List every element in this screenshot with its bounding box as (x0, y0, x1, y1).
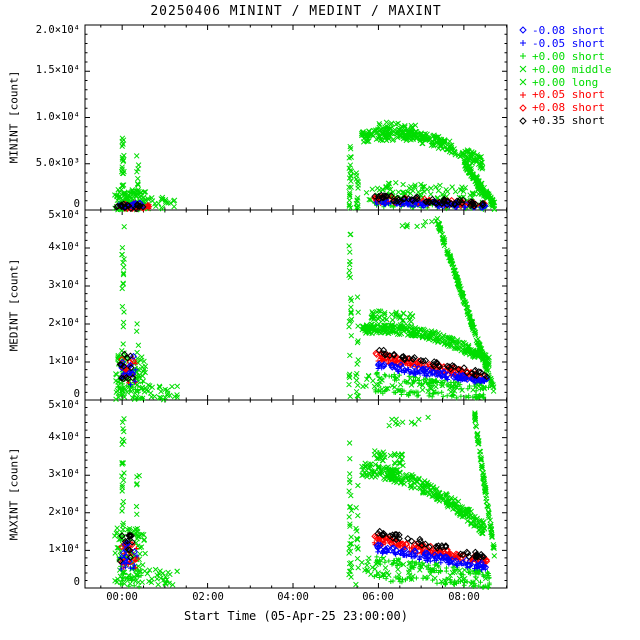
y-tick-label: 1×10⁴ (48, 543, 80, 555)
y-tick-label: 0 (73, 198, 80, 210)
scatter-cluster-diamond (113, 200, 147, 213)
axis-ticks (85, 24, 508, 589)
scatter-cluster-x (353, 170, 362, 211)
x-tick-label: 06:00 (362, 591, 394, 603)
y-tick-label: 5×10⁴ (48, 399, 80, 411)
x-tick-label: 02:00 (192, 591, 224, 603)
legend-item: -0.05 short (516, 37, 611, 50)
legend-diamond-icon (519, 26, 527, 35)
legend-plus-icon (520, 53, 526, 60)
scatter-cluster-plus (118, 553, 140, 572)
scatter-cluster-plus (375, 362, 487, 386)
legend-item: -0.08 short (516, 24, 611, 37)
x-tick-label: 08:00 (448, 591, 480, 603)
legend-item: +0.00 short (516, 50, 611, 63)
y-tick-label: 4×10⁴ (48, 431, 80, 443)
scatter-cluster-plus (375, 545, 488, 573)
scatter-cluster-diamond (374, 527, 488, 562)
scatter-cluster-x (461, 157, 498, 213)
scatter-cluster-x (368, 308, 416, 325)
scatter-cluster-x (359, 555, 489, 588)
y-tick-label: 2.0×10⁴ (35, 24, 80, 36)
x-tick-label: 04:00 (277, 591, 309, 603)
scatter-cluster-x (143, 382, 181, 403)
legend-label: +0.00 middle (532, 62, 612, 76)
scatter-cluster-diamond (375, 346, 491, 381)
scatter-cluster-x (433, 215, 497, 394)
legend-x-icon (519, 78, 527, 86)
y-axis-label-medint: MEDINT [count] (7, 258, 21, 352)
y-tick-label: 1.5×10⁴ (35, 64, 80, 76)
legend-label: -0.08 short (532, 23, 605, 37)
scatter-cluster-plus (115, 379, 145, 402)
legend-label: +0.00 short (532, 49, 605, 63)
y-tick-label: 2×10⁴ (48, 317, 80, 329)
scatter-cluster-x (144, 566, 180, 588)
scatter-cluster-diamond (116, 531, 136, 565)
panel-frame (84, 24, 508, 211)
scatter-cluster-diamond (371, 191, 487, 210)
legend-item: +0.08 short (516, 101, 611, 114)
scatter-cluster-x (373, 119, 419, 139)
legend-item: +0.05 short (516, 88, 611, 101)
y-tick-label: 2×10⁴ (48, 506, 80, 518)
legend-label: -0.05 short (532, 36, 605, 50)
scatter-cluster-x (346, 440, 355, 580)
panel-frame (84, 399, 508, 589)
scatter-cluster-x (346, 231, 355, 400)
scatter-cluster-x (371, 448, 406, 469)
y-tick-label: 3×10⁴ (48, 279, 80, 291)
y-tick-label: 1×10⁴ (48, 355, 80, 367)
legend-label: +0.00 long (532, 75, 599, 89)
y-tick-label: 4×10⁴ (48, 241, 80, 253)
chart-title: 20250406 MININT / MEDINT / MAXINT (150, 4, 442, 19)
scatter-cluster-diamond (116, 350, 137, 383)
scatter-cluster-x (471, 410, 498, 559)
legend: -0.08 short -0.05 short +0.00 short +0.00 m… (516, 24, 611, 127)
legend-label: +0.05 short (532, 88, 605, 102)
y-tick-label: 5×10⁴ (48, 209, 80, 221)
legend-item: +0.35 short (516, 114, 611, 127)
legend-diamond-icon (519, 104, 527, 112)
scatter-cluster-x (359, 321, 492, 368)
y-axis-label-maxint: MAXINT [count] (7, 447, 21, 541)
y-tick-label: 3×10⁴ (48, 468, 80, 480)
scatter-cluster-x (399, 218, 435, 230)
scatter-cluster-x (353, 294, 362, 399)
x-tick-label: 00:00 (106, 591, 138, 603)
x-axis-label: Start Time (05-Apr-25 23:00:00) (184, 609, 408, 623)
legend-label: +0.08 short (532, 101, 605, 115)
scatter-cluster-x (360, 372, 488, 400)
legend-plus-icon (520, 40, 526, 47)
legend-item: +0.00 long (516, 76, 611, 89)
y-tick-label: 5.0×10³ (35, 157, 80, 169)
legend-label: +0.35 short (532, 114, 605, 128)
y-tick-label: 0 (73, 576, 80, 588)
y-tick-label: 0 (73, 388, 80, 400)
scatter-cluster-x (386, 414, 431, 429)
y-tick-label: 1.0×10⁴ (35, 111, 80, 123)
legend-item: +0.00 middle (516, 63, 611, 76)
scatter-cluster-x (346, 143, 355, 211)
legend-plus-icon (520, 91, 526, 98)
legend-diamond-icon (519, 116, 527, 125)
scatter-cluster-x (353, 482, 361, 588)
scatter-cluster-x (359, 460, 488, 537)
legend-x-icon (519, 65, 527, 73)
